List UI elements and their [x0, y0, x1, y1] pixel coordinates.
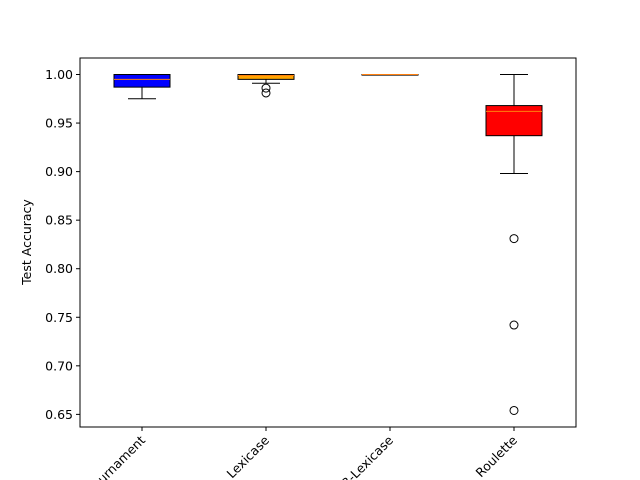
- box-b-lexicase: [361, 74, 419, 76]
- box-body: [113, 74, 171, 88]
- outlier-point: [509, 234, 519, 244]
- y-tick-label: 0.80: [45, 261, 73, 276]
- x-tick-label: Roulette: [472, 432, 520, 480]
- y-tick-label: 0.95: [45, 116, 73, 131]
- box-roulette: [485, 74, 543, 415]
- outlier-point: [509, 320, 519, 330]
- y-tick-label: 0.65: [45, 407, 73, 422]
- box-tournament: [113, 74, 171, 100]
- box-body: [237, 74, 295, 80]
- y-tick-label: 1.00: [45, 67, 73, 82]
- outlier-point: [509, 405, 519, 415]
- y-tick-label: 0.85: [45, 213, 73, 228]
- outlier-point: [261, 83, 271, 93]
- y-axis-label: Test Accuracy: [19, 199, 34, 286]
- y-axis-ticks: 0.65 0.70 0.75 0.80 0.85 0.90 0.95 1.00: [45, 67, 80, 422]
- x-tick-label: B-Lexicase: [338, 432, 396, 480]
- box-lexicase: [237, 74, 295, 98]
- boxes-group: [113, 74, 543, 415]
- y-tick-label: 0.90: [45, 164, 73, 179]
- x-axis-ticks: Tournament Lexicase B-Lexicase Roulette: [84, 427, 520, 480]
- y-tick-label: 0.75: [45, 310, 73, 325]
- x-tick-label: Tournament: [84, 432, 148, 480]
- x-tick-label: Lexicase: [223, 432, 272, 480]
- plot-frame: [79, 57, 577, 428]
- outlier-point: [261, 88, 271, 98]
- box-body: [485, 105, 543, 137]
- y-tick-label: 0.70: [45, 358, 73, 373]
